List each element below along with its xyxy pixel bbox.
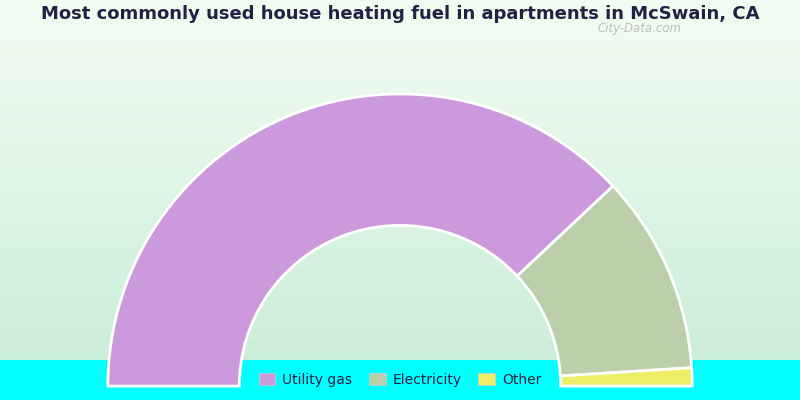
Wedge shape	[560, 368, 692, 386]
Text: City-Data.com: City-Data.com	[598, 22, 682, 35]
Wedge shape	[517, 186, 691, 376]
Legend: Utility gas, Electricity, Other: Utility gas, Electricity, Other	[253, 368, 547, 392]
Text: Most commonly used house heating fuel in apartments in McSwain, CA: Most commonly used house heating fuel in…	[41, 5, 759, 23]
Wedge shape	[108, 94, 613, 386]
